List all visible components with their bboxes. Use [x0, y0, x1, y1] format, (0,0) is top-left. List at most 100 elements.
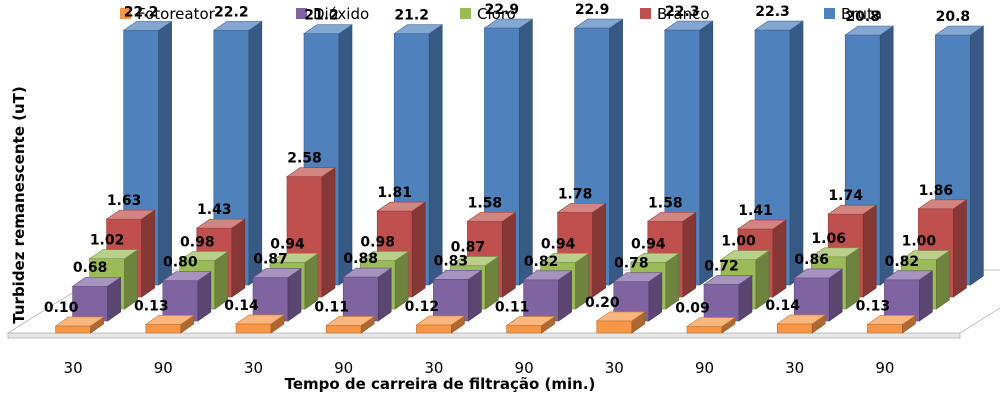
value-label-bruta-2: 22.2: [214, 4, 249, 20]
legend-label-bruta: Bruta: [841, 5, 882, 23]
value-label-fotoreator-1: 0.10: [44, 300, 79, 316]
x-axis-label: Tempo de carreira de filtração (min.): [285, 375, 596, 393]
value-label-dioxido-10: 0.82: [885, 254, 920, 270]
value-label-dioxido-9: 0.86: [794, 252, 829, 268]
bar-dioxido-6: [522, 270, 573, 322]
legend-swatch-dioxido: [296, 8, 307, 19]
value-label-cloro-4: 0.98: [360, 234, 395, 250]
legend-swatch-bruta: [824, 8, 835, 19]
value-label-bruta-6: 22.9: [575, 2, 610, 18]
legend: Fotoreator Dióxido Cloro Branco Bruta: [120, 5, 882, 23]
x-tick-labels: 30 90 30 90 30 90 30 90 30 90: [64, 359, 895, 377]
value-label-dioxido-7: 0.78: [614, 256, 649, 272]
value-label-bruta-3: 21.2: [304, 8, 339, 24]
value-label-branco-10: 1.86: [919, 183, 954, 199]
value-label-fotoreator-9: 0.14: [765, 298, 800, 314]
bars: [54, 18, 985, 334]
legend-item-branco: Branco: [640, 5, 710, 23]
value-label-bruta-9: 20.8: [845, 9, 880, 25]
bar-fotoreator-7: [595, 311, 646, 334]
value-label-cloro-1: 1.02: [90, 233, 125, 249]
bar-fotoreator-9: [776, 314, 827, 334]
value-label-cloro-9: 1.06: [811, 231, 846, 247]
value-label-dioxido-2: 0.80: [163, 255, 198, 271]
value-labels: 22.2 22.2 21.2 21.2 22.9 22.9 22.3 22.3 20.8 20.8…: [44, 2, 970, 316]
value-label-bruta-4: 21.2: [394, 8, 429, 24]
value-label-dioxido-1: 0.68: [73, 260, 108, 276]
legend-swatch-branco: [640, 8, 651, 19]
y-axis-label: Turbidez remanescente (uT): [10, 86, 28, 323]
bar-fotoreator-5: [415, 315, 466, 334]
value-label-dioxido-4: 0.88: [343, 251, 378, 267]
value-label-dioxido-3: 0.87: [253, 252, 288, 268]
legend-label-fotoreator: Fotoreator: [137, 5, 216, 23]
value-label-branco-7: 1.58: [648, 195, 683, 211]
bar-fotoreator-10: [866, 314, 917, 334]
value-label-branco-4: 1.81: [377, 185, 412, 201]
value-label-branco-1: 1.63: [107, 193, 142, 209]
value-label-fotoreator-4: 0.11: [314, 299, 349, 315]
value-label-bruta-8: 22.3: [755, 4, 790, 20]
x-tick-label-6: 90: [515, 359, 534, 377]
value-label-dioxido-6: 0.82: [524, 254, 559, 270]
x-tick-label-8: 90: [695, 359, 714, 377]
value-label-fotoreator-6: 0.11: [495, 299, 530, 315]
bar-dioxido-5: [432, 269, 483, 322]
x-tick-label-9: 30: [785, 359, 804, 377]
value-label-cloro-2: 0.98: [180, 234, 215, 250]
value-label-branco-3: 2.58: [287, 151, 322, 167]
value-label-cloro-7: 0.94: [631, 236, 666, 252]
bar-fotoreator-3: [235, 314, 285, 334]
value-label-bruta-7: 22.3: [665, 4, 700, 20]
bar-fotoreator-6: [505, 315, 556, 334]
value-label-fotoreator-2: 0.13: [134, 298, 169, 314]
value-label-bruta-5: 22.9: [485, 2, 520, 18]
legend-label-branco: Branco: [657, 5, 710, 23]
floor-edge: [7, 332, 961, 339]
value-label-fotoreator-5: 0.12: [405, 299, 440, 315]
legend-item-fotoreator: Fotoreator: [120, 5, 216, 23]
bar-dioxido-8: [703, 274, 753, 322]
value-label-fotoreator-10: 0.13: [856, 298, 891, 314]
value-label-cloro-8: 1.00: [721, 234, 756, 250]
value-label-cloro-10: 1.00: [902, 234, 937, 250]
x-tick-label-5: 30: [424, 359, 443, 377]
value-label-branco-8: 1.41: [738, 203, 773, 219]
x-tick-label-1: 30: [64, 359, 83, 377]
value-label-branco-2: 1.43: [197, 202, 232, 218]
legend-item-dioxido: Dióxido: [296, 5, 369, 23]
value-label-dioxido-8: 0.72: [704, 258, 739, 274]
value-label-bruta-1: 22.2: [124, 4, 159, 20]
value-label-fotoreator-7: 0.20: [585, 295, 620, 311]
value-label-cloro-3: 0.94: [270, 236, 305, 252]
bar-dioxido-10: [883, 270, 934, 322]
bar-dioxido-3: [252, 267, 302, 322]
bar-dioxido-9: [793, 268, 844, 322]
value-label-cloro-6: 0.94: [541, 236, 576, 252]
legend-swatch-fotoreator: [120, 8, 131, 19]
value-label-fotoreator-3: 0.14: [224, 298, 259, 314]
bar-dioxido-2: [161, 271, 212, 322]
bar-fotoreator-1: [54, 316, 105, 334]
value-label-cloro-5: 0.87: [451, 240, 486, 256]
value-label-branco-9: 1.74: [828, 188, 863, 204]
x-tick-label-10: 90: [875, 359, 894, 377]
bar-dioxido-1: [71, 276, 122, 322]
value-label-fotoreator-8: 0.09: [675, 301, 710, 317]
legend-label-cloro: Cloro: [477, 5, 516, 23]
x-tick-label-7: 30: [605, 359, 624, 377]
value-label-bruta-10: 20.8: [936, 9, 971, 25]
value-label-dioxido-5: 0.83: [434, 253, 469, 269]
legend-item-bruta: Bruta: [824, 5, 882, 23]
value-label-branco-6: 1.78: [558, 186, 593, 202]
x-tick-label-4: 90: [334, 359, 353, 377]
bar-dioxido-4: [342, 267, 393, 322]
value-label-branco-5: 1.58: [468, 195, 503, 211]
bar-fotoreator-2: [144, 314, 195, 334]
bar-fotoreator-4: [325, 315, 376, 334]
x-tick-label-2: 90: [154, 359, 173, 377]
bar-fotoreator-8: [686, 316, 736, 334]
legend-swatch-cloro: [460, 8, 471, 19]
legend-item-cloro: Cloro: [460, 5, 516, 23]
